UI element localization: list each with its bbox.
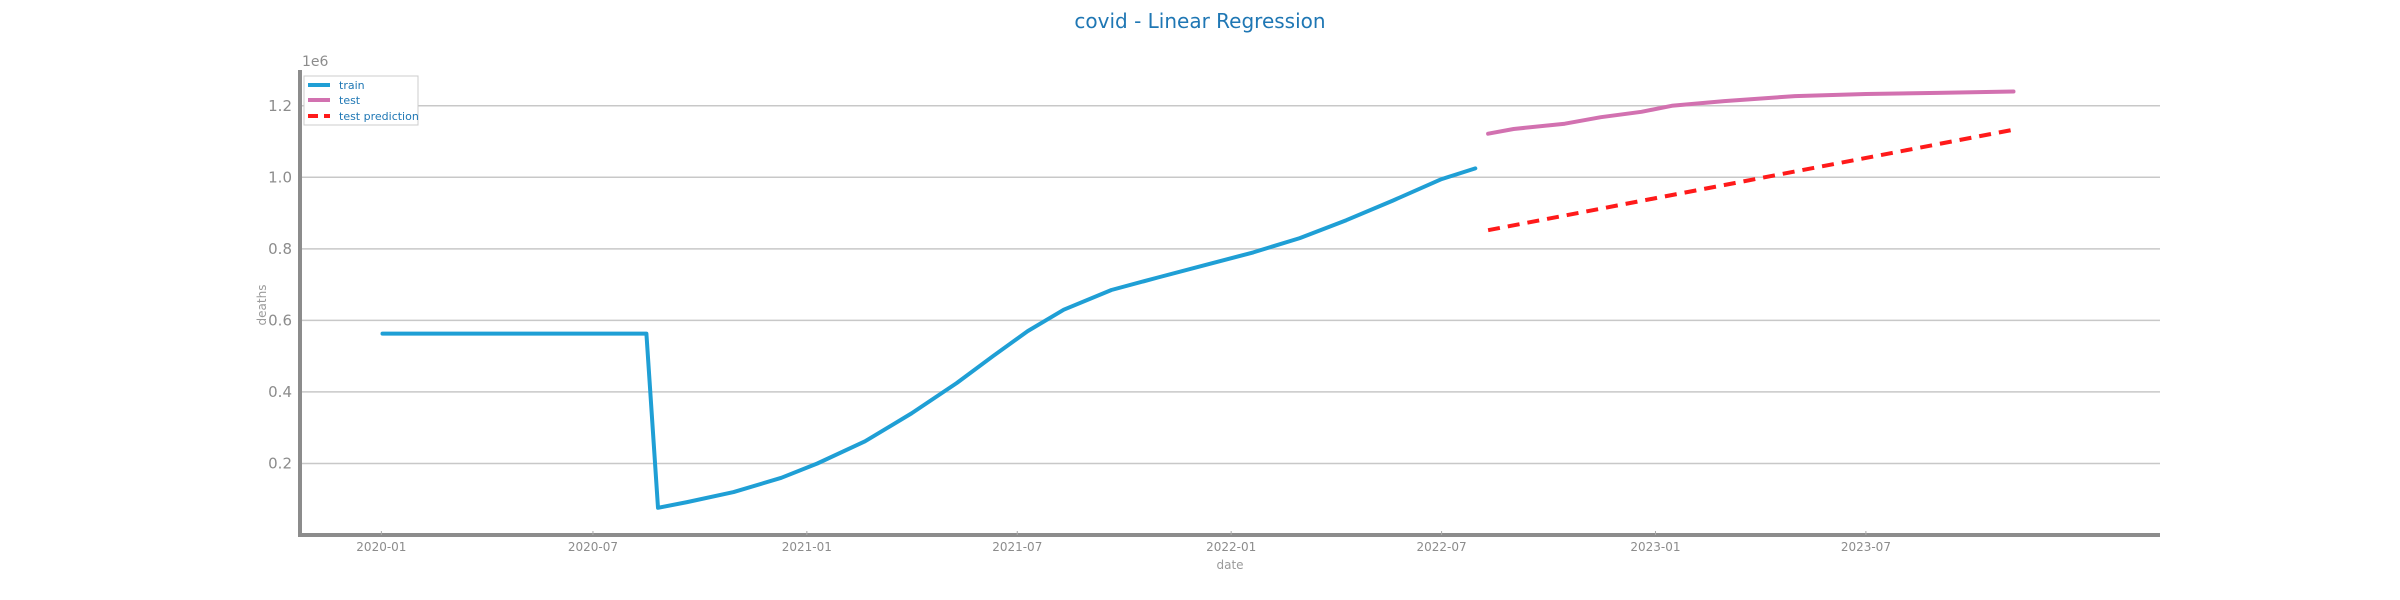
y-tick-label: 0.6 <box>268 311 292 329</box>
legend-label-train: train <box>339 79 365 92</box>
axes-layer <box>298 70 2160 537</box>
legend-label-test: test <box>339 94 361 107</box>
y-tick-label: 0.8 <box>268 240 292 258</box>
x-tick-label: 2022-07 <box>1417 540 1467 554</box>
y-tick-label: 0.2 <box>268 454 292 472</box>
grid-layer <box>300 105 2160 465</box>
x-tick-label: 2021-07 <box>992 540 1042 554</box>
x-tick-label: 2020-07 <box>568 540 618 554</box>
y-axis-label: deaths <box>255 285 269 326</box>
chart-title: covid - Linear Regression <box>1074 9 1325 33</box>
x-axis-label: date <box>1216 558 1243 572</box>
series-layer <box>380 89 2016 510</box>
legend: train test test prediction <box>303 75 419 126</box>
series-line-test-prediction <box>1487 127 2014 233</box>
x-tick-label: 2023-07 <box>1841 540 1891 554</box>
y-tick-label: 0.4 <box>268 383 292 401</box>
y-tick-label: 1.0 <box>268 168 292 186</box>
x-tick-label: 2020-01 <box>356 540 406 554</box>
legend-label-test-prediction: test prediction <box>339 110 419 123</box>
x-tick-label: 2021-01 <box>782 540 832 554</box>
y-axis-exponent: 1e6 <box>302 54 329 70</box>
x-tick-label: 2022-01 <box>1206 540 1256 554</box>
y-tick-label: 1.2 <box>268 97 292 115</box>
series-line-train <box>380 166 1478 510</box>
x-tick-label: 2023-01 <box>1630 540 1680 554</box>
tick-layer: 0.2 0.4 0.6 0.8 1.0 1.2 2020-01 2020-07 2021-01 2… <box>268 97 1891 554</box>
series-line-test <box>1486 89 2016 136</box>
